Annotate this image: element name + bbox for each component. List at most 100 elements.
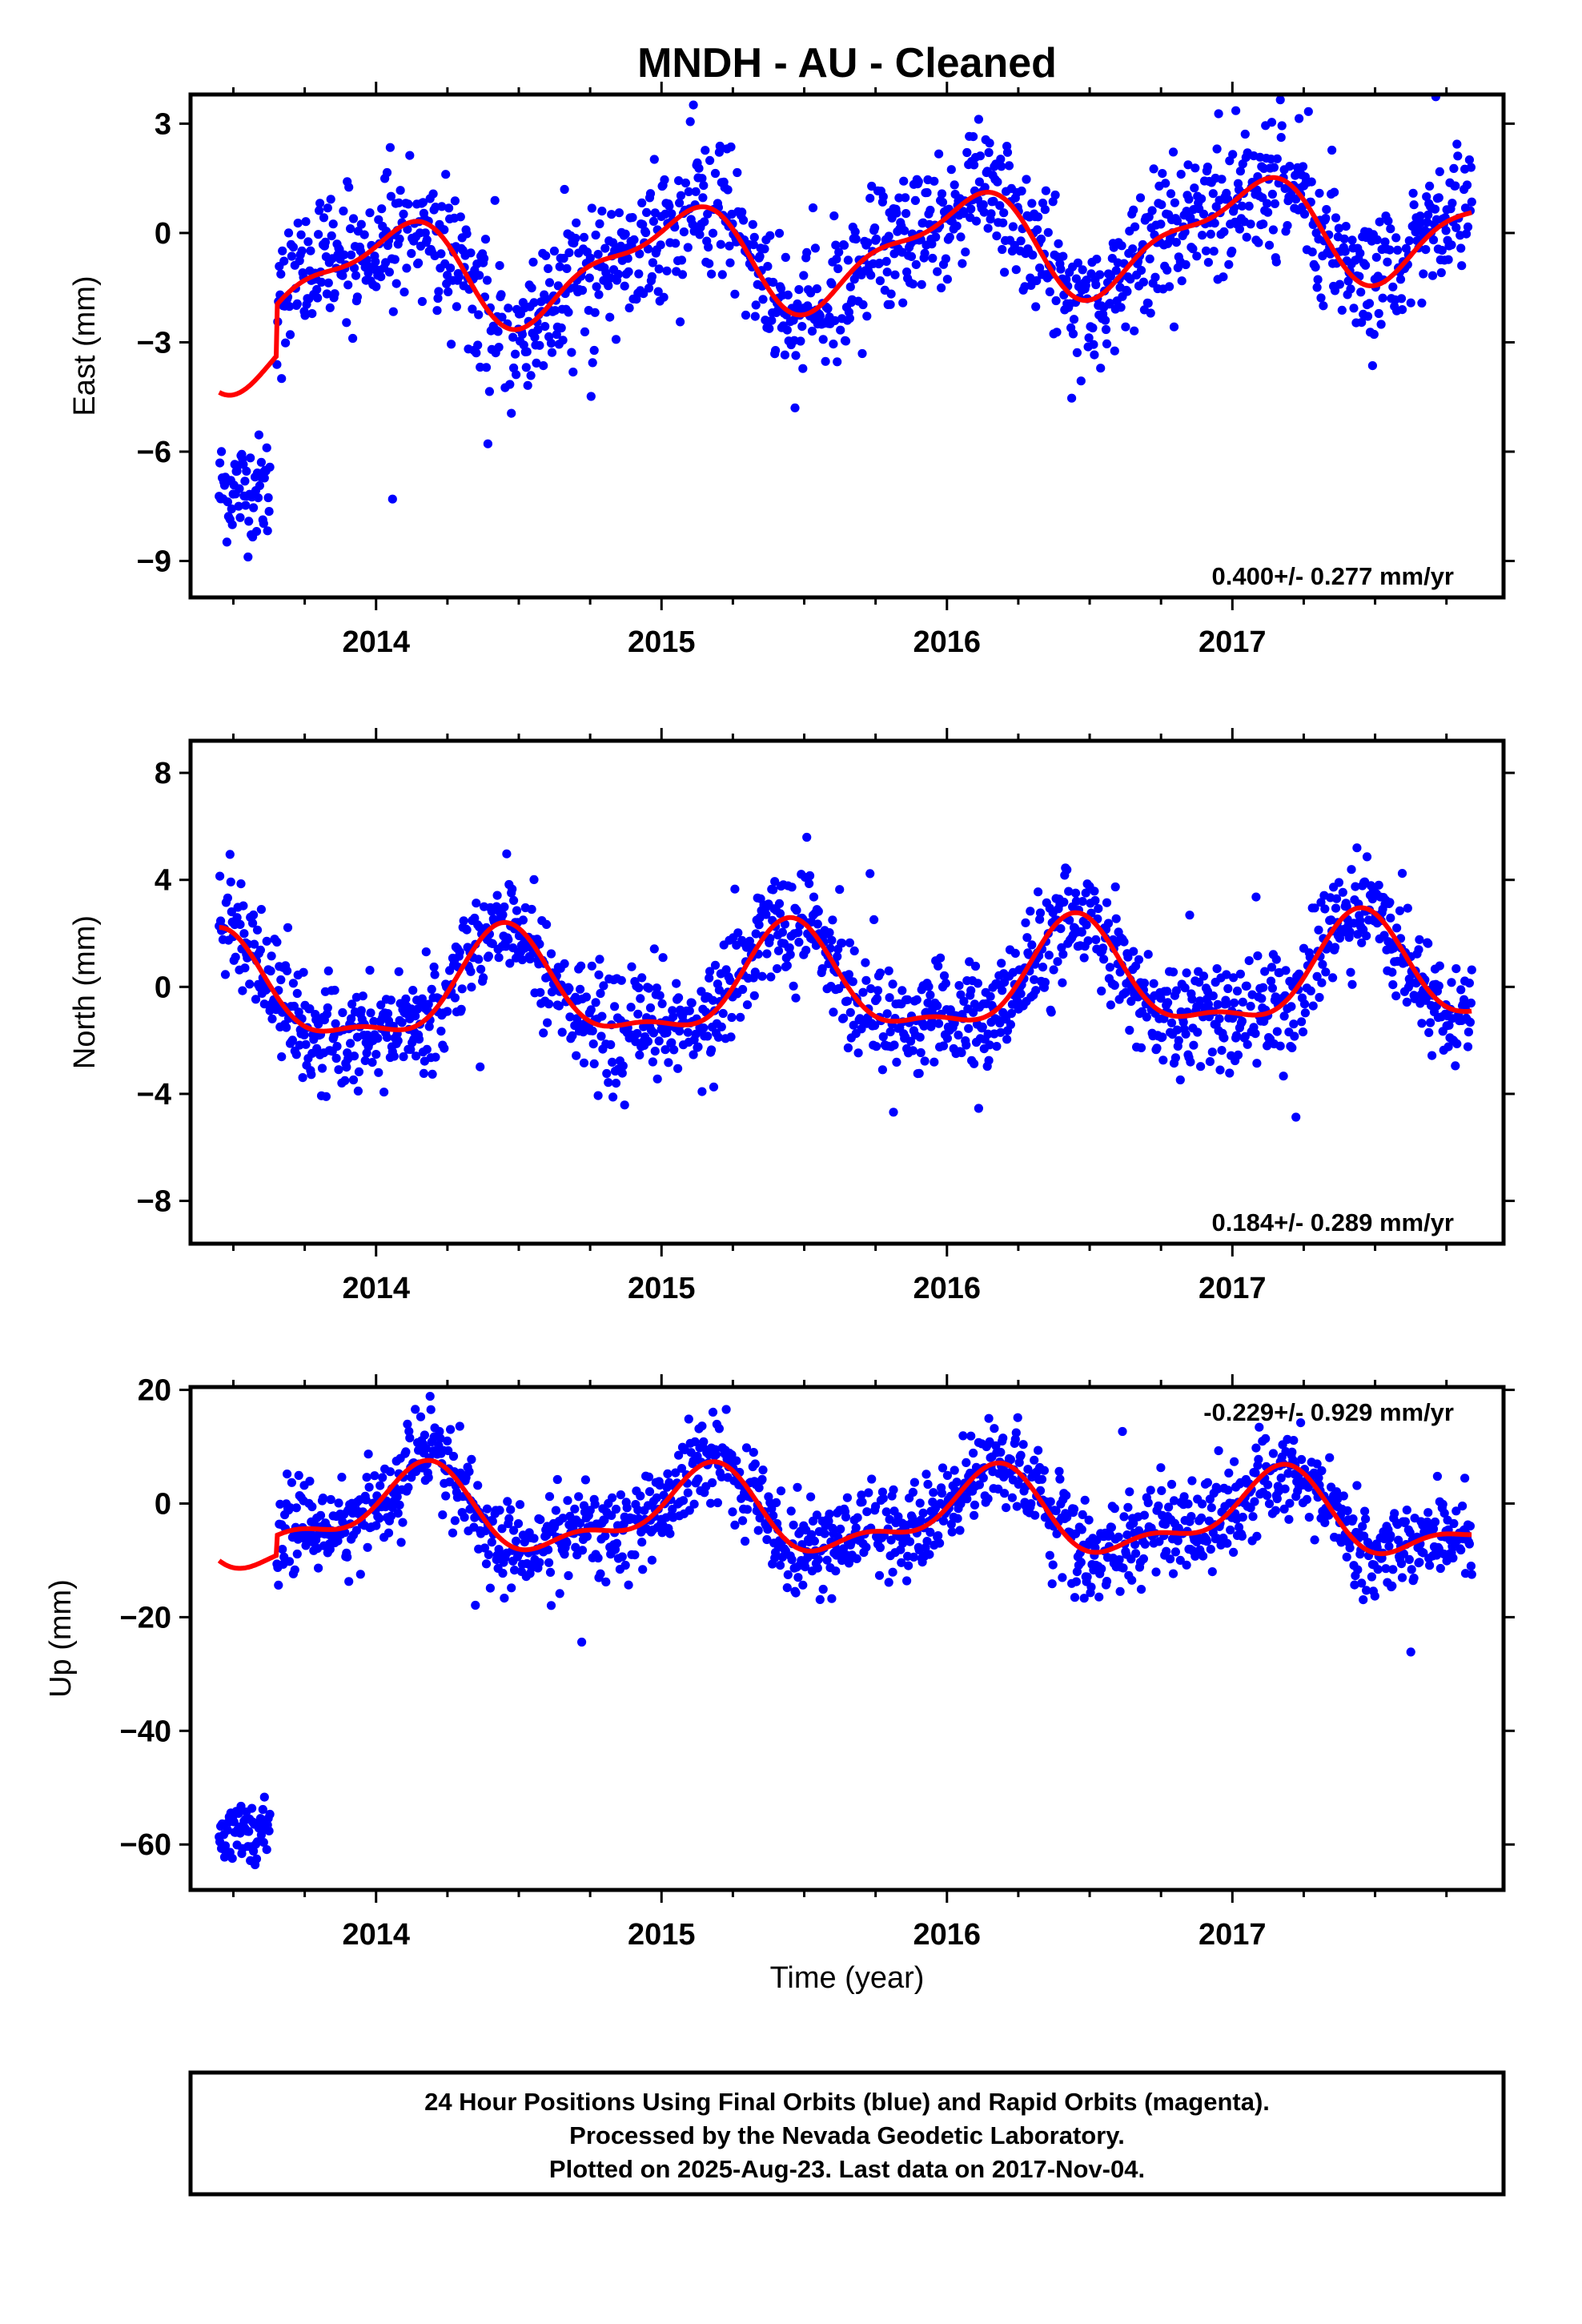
x-tick-label: 2016 [913, 625, 982, 659]
data-point [865, 194, 875, 203]
data-point [1054, 1466, 1064, 1476]
data-point [276, 975, 286, 985]
data-point [1199, 971, 1209, 981]
data-point [749, 1448, 758, 1458]
x-tick-label: 2015 [628, 1918, 696, 1952]
data-point [355, 1570, 365, 1579]
data-point [334, 1065, 343, 1075]
data-point [544, 1492, 555, 1502]
data-point [532, 358, 541, 368]
data-point [1388, 980, 1398, 990]
data-point [1347, 865, 1356, 875]
data-point [323, 966, 333, 975]
data-point [634, 983, 644, 993]
data-point [966, 204, 976, 214]
data-point [1297, 1017, 1307, 1027]
data-point [742, 1505, 753, 1514]
data-point [998, 244, 1007, 255]
data-point [661, 1045, 670, 1055]
data-point [1044, 951, 1054, 960]
data-point [1172, 1025, 1182, 1035]
data-point [1184, 195, 1194, 204]
data-point [395, 234, 404, 243]
y-tick-label: 0 [155, 217, 171, 251]
data-point [904, 1561, 913, 1570]
data-point [456, 212, 465, 222]
data-point [870, 223, 880, 233]
data-point [1092, 255, 1102, 264]
x-tick-label: 2014 [342, 625, 410, 659]
data-point [278, 1545, 287, 1554]
data-point [781, 252, 790, 262]
data-point [301, 1039, 311, 1049]
data-point [611, 1504, 621, 1514]
data-point [1197, 194, 1207, 203]
data-point [773, 946, 784, 955]
data-point [665, 1529, 675, 1538]
data-point [600, 1515, 609, 1525]
data-point [634, 269, 644, 279]
data-point [677, 1464, 687, 1474]
data-point [753, 1526, 763, 1535]
data-point [349, 1051, 359, 1061]
data-point [298, 1073, 307, 1083]
data-point [830, 316, 840, 325]
data-point [1056, 264, 1066, 274]
data-point [1117, 241, 1126, 251]
data-point [358, 991, 367, 1001]
data-point [936, 953, 946, 963]
data-point [1050, 190, 1060, 200]
data-point [1244, 956, 1254, 966]
data-point [1299, 209, 1310, 219]
data-point [1226, 1525, 1235, 1535]
data-point [849, 946, 859, 955]
data-point [1267, 983, 1277, 993]
data-point [1070, 1593, 1080, 1602]
data-point [1152, 1043, 1162, 1053]
data-point [1447, 1014, 1457, 1023]
data-point [1386, 224, 1395, 234]
y-axis-label: Up (mm) [44, 1579, 78, 1698]
data-point [1388, 282, 1398, 292]
y-tick-label: −8 [137, 1185, 171, 1219]
data-point [711, 1449, 721, 1459]
data-point [338, 271, 347, 280]
data-point [338, 1517, 347, 1527]
data-point [970, 1059, 979, 1068]
data-point [733, 167, 742, 178]
data-point [1419, 269, 1428, 279]
data-point [539, 1028, 548, 1038]
data-point [1397, 1573, 1407, 1582]
data-point [1156, 219, 1166, 229]
data-point [1034, 1445, 1043, 1455]
data-point [238, 986, 247, 995]
data-point [1045, 1550, 1054, 1560]
data-point [343, 280, 353, 290]
data-point [750, 1459, 760, 1469]
data-point [934, 1531, 943, 1541]
data-point [431, 1052, 440, 1062]
data-point [916, 1515, 926, 1525]
data-point [277, 374, 287, 384]
data-point [236, 879, 246, 889]
data-point [705, 967, 715, 976]
data-point [1423, 210, 1433, 220]
data-point [1271, 955, 1281, 964]
data-point [1079, 1594, 1089, 1603]
data-point [885, 1027, 895, 1037]
data-point [1330, 943, 1340, 952]
x-tick-label: 2017 [1199, 625, 1267, 659]
data-point [611, 1079, 621, 1088]
data-point [1182, 968, 1191, 978]
data-point [827, 279, 837, 289]
data-point [1158, 169, 1167, 179]
data-point [627, 962, 636, 971]
data-point [1351, 882, 1360, 891]
data-point [351, 1526, 361, 1535]
data-point [864, 1488, 873, 1498]
data-point [267, 1014, 277, 1023]
data-point [507, 408, 516, 418]
data-point [1271, 1506, 1280, 1515]
data-point [818, 335, 828, 344]
